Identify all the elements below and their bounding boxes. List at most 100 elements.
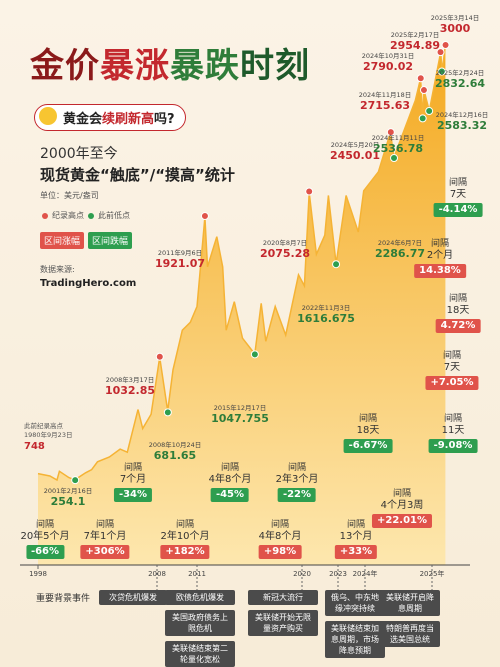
interval-change: +33% (334, 545, 378, 559)
interval-change: +22.01% (371, 514, 433, 528)
point (250, 350, 259, 359)
event: 特朗普再度当选美国总统 (380, 621, 440, 647)
interval-change: +182% (160, 545, 210, 559)
point-date: 2001年2月16日 (44, 486, 92, 495)
event: 欧债危机爆发 (165, 590, 235, 605)
interval-change: +98% (258, 545, 302, 559)
point-date: 2025年3月14日 (431, 13, 479, 22)
x-tick-label: 2011 (188, 570, 206, 578)
point-value: 1032.85 (105, 384, 155, 397)
text: 黄金会 (63, 112, 103, 127)
point-date: 2008年10月24日 (149, 440, 202, 449)
interval-change: -4.14% (433, 203, 483, 217)
point-date: 2024年12月16日 (436, 110, 489, 119)
event: 新冠大流行 (248, 590, 318, 605)
area (38, 45, 446, 565)
interval-label: 间隔 (35, 520, 54, 530)
point-value: 1047.755 (211, 412, 269, 425)
question: 黄金会续刷新高吗? (34, 104, 186, 131)
interval-duration: 7个月 (119, 474, 147, 485)
point-value: 2536.78 (373, 142, 423, 155)
point (305, 187, 314, 196)
interval-label: 间隔 (443, 414, 462, 424)
interval: 间隔 2个月 14.38% (414, 238, 466, 278)
point (155, 352, 164, 361)
interval-label: 间隔 (287, 463, 307, 473)
point-value: 681.65 (154, 449, 196, 462)
legend-label: 纪录高点 (52, 211, 84, 220)
source: TradingHero.com (40, 278, 137, 289)
tag: 区间跌幅 (88, 232, 133, 249)
point-date: 2015年12月17日 (214, 403, 267, 412)
point-value: 2790.02 (363, 60, 413, 73)
x-tick-label: 2023 (329, 570, 347, 578)
point-date: 2024年11月11日 (372, 133, 425, 142)
point (436, 48, 445, 57)
interval-duration: 2年10个月 (160, 531, 210, 542)
interval-duration: 20年5个月 (20, 531, 70, 542)
interval: 间隔 4年8个月 +98% (258, 519, 302, 559)
point (332, 260, 341, 269)
point-value: 2583.32 (437, 119, 487, 132)
interval-duration: 7天 (443, 362, 461, 373)
text: 时刻 (240, 46, 310, 86)
point (390, 154, 399, 163)
interval-change: 4.72% (435, 319, 481, 333)
point (416, 74, 425, 83)
interval-change: -45% (210, 488, 250, 502)
text: 暴涨 (100, 46, 170, 86)
event: 美联储开始无限量资产购买 (248, 610, 318, 636)
point-date: 2024年5月20日 (331, 140, 379, 149)
unit: 单位：美元/盎司 (40, 191, 99, 200)
legend-dot (88, 213, 94, 219)
interval-label: 间隔 (448, 294, 468, 304)
point-value: 2832.64 (435, 77, 485, 90)
interval-duration: 7年1个月 (83, 531, 127, 542)
point-value: 254.1 (51, 495, 86, 508)
interval: 间隔 11天 -9.08% (428, 413, 478, 453)
interval: 间隔 2年3个月 -22% (275, 462, 319, 502)
prior-label: 此前纪录高点 (24, 421, 64, 430)
interval-label: 间隔 (392, 489, 411, 499)
point (163, 408, 172, 417)
point-value: 2954.89 (390, 39, 440, 52)
interval-duration: 4年8个月 (208, 474, 252, 485)
point-date: 2008年3月17日 (106, 375, 154, 384)
point (386, 128, 395, 137)
prior-date: 1980年9月23日 (24, 430, 72, 439)
interval-duration: 2个月 (426, 250, 454, 261)
event: 次贷危机爆发 (99, 590, 167, 605)
event: 美联储开启降息周期 (380, 590, 440, 616)
prior-value: 748 (24, 441, 45, 452)
point-date: 2025年2月24日 (436, 68, 484, 77)
event: 美联储结束第二轮量化宽松 (165, 641, 235, 667)
interval-duration: 2年3个月 (275, 474, 319, 485)
interval-duration: 7天 (449, 189, 467, 200)
interval-duration: 18天 (356, 425, 380, 436)
interval-duration: 18天 (446, 305, 470, 316)
point-value: 2286.77 (375, 247, 425, 260)
point-value: 1921.07 (155, 257, 205, 270)
interval: 间隔 7天 -4.14% (433, 177, 483, 217)
legend-dot (42, 213, 48, 219)
point (418, 114, 427, 123)
interval: 间隔 13个月 +33% (334, 519, 378, 559)
interval-label: 间隔 (430, 239, 449, 249)
events-title: 重要背景事件 (36, 594, 91, 604)
interval: 间隔 18天 4.72% (435, 293, 481, 333)
interval-label: 间隔 (270, 520, 290, 530)
point-value: 2075.28 (260, 247, 310, 260)
legend-label: 此前低点 (98, 211, 130, 220)
point-value: 3000 (440, 22, 471, 35)
interval-change: +7.05% (425, 376, 479, 390)
interval: 间隔 4个月3周 +22.01% (371, 488, 433, 528)
x-tick-label: 1998 (29, 570, 47, 578)
interval-change: -22% (277, 488, 317, 502)
interval: 间隔 7天 +7.05% (425, 350, 479, 390)
text: 暴跌 (170, 46, 240, 86)
point-date: 2011年9月6日 (158, 248, 202, 257)
interval-label: 间隔 (442, 351, 462, 361)
x-tick-label: 2020 (293, 570, 311, 578)
